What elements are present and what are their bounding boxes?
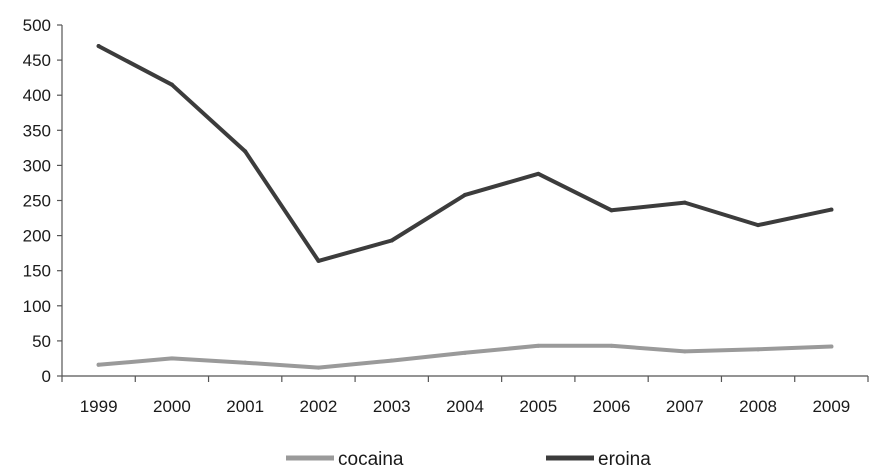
- y-tick-label: 250: [23, 192, 51, 211]
- data-point-cocaina: [756, 347, 761, 352]
- y-tick-label: 400: [23, 86, 51, 105]
- legend-label-eroina: eroina: [598, 449, 651, 469]
- data-point-cocaina: [609, 343, 614, 348]
- data-point-eroina: [756, 223, 761, 228]
- data-point-cocaina: [389, 358, 394, 363]
- data-point-eroina: [536, 171, 541, 176]
- y-tick-label: 350: [23, 121, 51, 140]
- x-axis: 1999 2000 2001 2002 2003 2004 2005 2006 2007 2008…: [61, 375, 869, 416]
- data-point-eroina: [829, 207, 834, 212]
- data-point-cocaina: [169, 356, 174, 361]
- data-point-eroina: [243, 149, 248, 154]
- x-tick-label: 2007: [666, 397, 704, 416]
- y-tick-label: 150: [23, 262, 51, 281]
- data-point-cocaina: [243, 360, 248, 365]
- x-tick-label: 2001: [226, 397, 264, 416]
- legend: cocaina eroina: [286, 449, 651, 470]
- data-point-cocaina: [536, 343, 541, 348]
- data-point-cocaina: [316, 365, 321, 370]
- y-tick-label: 200: [23, 227, 51, 246]
- data-point-cocaina: [682, 349, 687, 354]
- x-tick-label: 2009: [812, 397, 850, 416]
- y-tick-label: 0: [42, 367, 51, 386]
- data-point-eroina: [609, 208, 614, 213]
- x-tick-label: 2008: [739, 397, 777, 416]
- data-point-eroina: [682, 200, 687, 205]
- y-tick-label: 450: [23, 51, 51, 70]
- data-point-eroina: [389, 238, 394, 243]
- series-layer: [96, 44, 834, 370]
- series-line-cocaina: [96, 343, 834, 370]
- data-point-eroina: [316, 258, 321, 263]
- y-tick-label: 300: [23, 156, 51, 175]
- x-tick-label: 2005: [519, 397, 557, 416]
- y-tick-label: 100: [23, 297, 51, 316]
- x-tick-label: 2006: [593, 397, 631, 416]
- legend-label-cocaina: cocaina: [338, 449, 404, 469]
- series-line-eroina: [96, 44, 834, 263]
- x-tick-label: 2002: [300, 397, 338, 416]
- data-point-cocaina: [96, 362, 101, 367]
- y-tick-label: 50: [32, 332, 51, 351]
- data-point-eroina: [463, 192, 467, 197]
- y-axis: 0 50 100 150 200 250 300 350 400 450 500: [23, 16, 63, 386]
- data-point-cocaina: [829, 344, 834, 349]
- x-tick-label: 2000: [153, 397, 191, 416]
- x-tick-label: 2004: [446, 397, 484, 416]
- x-tick-label: 1999: [80, 397, 118, 416]
- data-point-eroina: [96, 44, 101, 49]
- x-tick-label: 2003: [373, 397, 411, 416]
- data-point-cocaina: [463, 350, 467, 355]
- data-point-eroina: [169, 82, 174, 87]
- y-tick-label: 500: [23, 16, 51, 35]
